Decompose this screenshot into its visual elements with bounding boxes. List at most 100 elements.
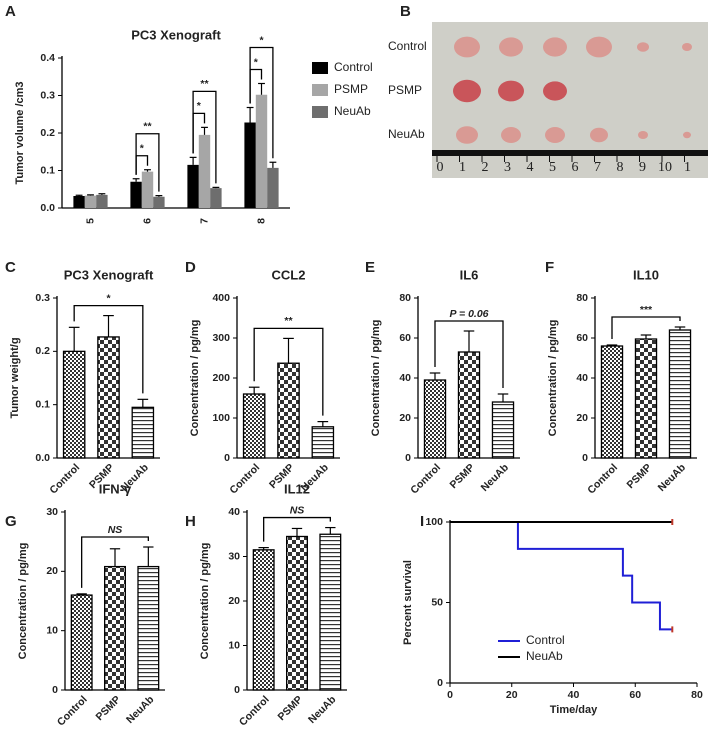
ruler-band bbox=[432, 150, 708, 156]
y-tick-label: 20 bbox=[228, 595, 240, 607]
significance-bracket bbox=[192, 90, 217, 184]
bar bbox=[600, 345, 624, 459]
ruler-number: 5 bbox=[549, 160, 556, 175]
y-tick-label: 0.0 bbox=[35, 452, 50, 464]
chart-title: PC3 Xenograft bbox=[64, 267, 154, 282]
ruler-number: 4 bbox=[527, 160, 534, 175]
tumor bbox=[586, 36, 612, 58]
significance-bracket bbox=[263, 516, 331, 542]
y-tick-label: 0.3 bbox=[35, 292, 50, 304]
significance-label: * bbox=[259, 34, 264, 46]
significance-bracket bbox=[135, 133, 160, 192]
panel-letter: G bbox=[5, 513, 17, 530]
significance-label: ** bbox=[143, 121, 152, 133]
x-tick-label: 20 bbox=[506, 689, 518, 701]
tumor bbox=[682, 43, 692, 51]
bar bbox=[242, 393, 266, 459]
x-tick-label: PSMP bbox=[625, 462, 655, 492]
bar bbox=[668, 329, 692, 459]
y-tick-label: 200 bbox=[212, 372, 230, 384]
x-axis-label: Time/day bbox=[550, 704, 598, 716]
y-tick-label: 0.2 bbox=[40, 127, 55, 139]
tumor bbox=[637, 42, 649, 52]
bar bbox=[267, 167, 279, 208]
panel-letter: H bbox=[185, 513, 196, 530]
x-tick-label: 5 bbox=[84, 218, 96, 224]
tumor bbox=[590, 127, 608, 143]
ruler-number: 6 bbox=[572, 160, 579, 175]
legend-label: Control bbox=[526, 633, 565, 647]
chart-title: PC3 Xenograft bbox=[131, 27, 221, 42]
x-tick-label: Control bbox=[237, 694, 272, 729]
y-tick-label: 20 bbox=[576, 412, 588, 424]
tumor bbox=[543, 37, 567, 57]
significance-bracket bbox=[434, 320, 504, 388]
y-tick-label: 0.1 bbox=[40, 164, 55, 176]
chart-title: IL12 bbox=[284, 481, 310, 496]
y-axis-label: Concentration / pg/mg bbox=[189, 320, 201, 437]
tumor bbox=[543, 81, 567, 101]
y-tick-label: 100 bbox=[212, 412, 230, 424]
y-tick-label: 40 bbox=[576, 372, 588, 384]
bar bbox=[84, 195, 97, 208]
ruler-number: 0 bbox=[437, 160, 444, 175]
x-tick-label: NeuAb bbox=[479, 462, 511, 494]
bar bbox=[70, 594, 93, 691]
x-tick-label: Control bbox=[47, 462, 82, 497]
ruler-number: 7 bbox=[594, 160, 601, 175]
chart-title: CCL2 bbox=[272, 267, 306, 282]
x-tick-label: PSMP bbox=[94, 694, 124, 724]
significance-label: NS bbox=[108, 524, 123, 536]
bar bbox=[210, 188, 222, 208]
y-tick-label: 0 bbox=[234, 684, 240, 696]
y-tick-label: 10 bbox=[228, 639, 240, 651]
significance-bracket bbox=[249, 46, 274, 159]
bar bbox=[198, 134, 211, 208]
y-tick-label: 0 bbox=[52, 684, 58, 696]
tumor bbox=[545, 127, 565, 143]
y-axis-label: Tumor weight/g bbox=[9, 337, 21, 418]
ruler-number: 1 bbox=[459, 160, 466, 175]
ruler-number: 8 bbox=[617, 160, 624, 175]
y-tick-label: 0 bbox=[224, 452, 230, 464]
tumor bbox=[638, 131, 648, 139]
y-tick-label: 0.0 bbox=[40, 202, 55, 214]
y-tick-label: 60 bbox=[576, 332, 588, 344]
bar bbox=[97, 336, 120, 459]
y-axis-label: Percent survival bbox=[402, 560, 414, 645]
bar bbox=[96, 194, 108, 208]
chart-title: IFN-γ bbox=[99, 481, 132, 496]
legend-label: Control bbox=[334, 60, 373, 74]
y-axis-label: Concentration / pg/mg bbox=[370, 320, 382, 437]
row-label: PSMP bbox=[388, 83, 422, 97]
y-tick-label: 30 bbox=[46, 506, 58, 518]
bar bbox=[255, 94, 268, 208]
x-tick-label: Control bbox=[227, 462, 262, 497]
y-axis-label: Tumor volume /cm3 bbox=[14, 81, 26, 184]
bar bbox=[131, 406, 155, 459]
legend-label: NeuAb bbox=[334, 104, 371, 118]
y-tick-label: 30 bbox=[228, 550, 240, 562]
ruler-number: 10 bbox=[658, 160, 672, 175]
significance-label: * bbox=[106, 292, 111, 304]
bar bbox=[62, 350, 86, 459]
y-axis-label: Concentration / pg/mg bbox=[547, 320, 559, 437]
tumor bbox=[683, 131, 691, 139]
significance-label: * bbox=[197, 100, 202, 112]
tumor bbox=[454, 36, 480, 58]
row-label: NeuAb bbox=[388, 127, 425, 141]
bar bbox=[252, 549, 275, 691]
x-tick-label: NeuAb bbox=[124, 694, 156, 726]
chart-title: IL10 bbox=[633, 267, 659, 282]
bar bbox=[130, 181, 142, 208]
legend-swatch bbox=[312, 84, 328, 96]
bar bbox=[286, 535, 308, 691]
bar bbox=[104, 565, 126, 691]
bar bbox=[423, 379, 447, 459]
ruler-number: 1 bbox=[684, 160, 691, 175]
bar bbox=[311, 426, 335, 459]
bar bbox=[153, 196, 165, 208]
x-tick-label: Control bbox=[408, 462, 443, 497]
survival-line bbox=[450, 521, 673, 631]
